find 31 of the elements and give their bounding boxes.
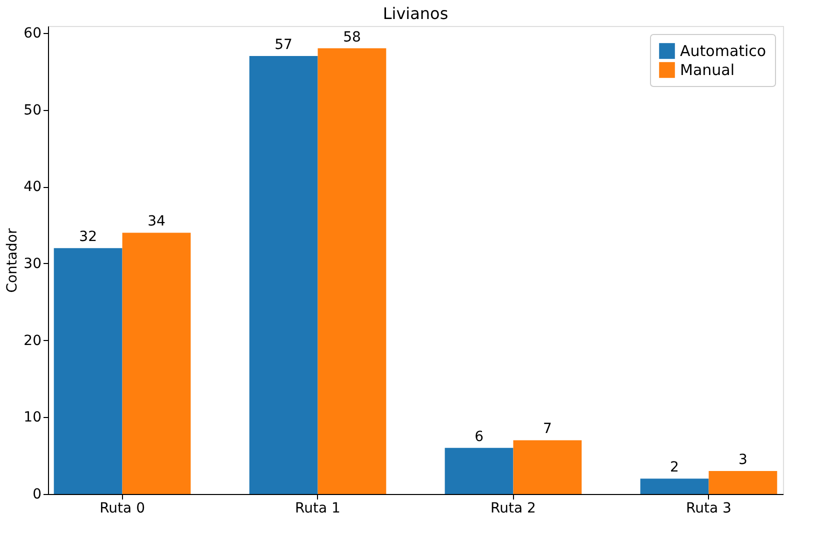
bar bbox=[249, 56, 318, 494]
data-label: 6 bbox=[474, 428, 484, 445]
x-tick-label: Ruta 3 bbox=[686, 500, 732, 516]
data-label: 7 bbox=[542, 421, 552, 438]
y-tick-label: 20 bbox=[24, 332, 42, 349]
bar bbox=[122, 232, 191, 494]
x-tick-label: Ruta 0 bbox=[100, 500, 145, 516]
data-label: 34 bbox=[148, 214, 166, 230]
y-tick-label: 30 bbox=[24, 256, 42, 272]
bar bbox=[708, 470, 778, 494]
bar bbox=[640, 478, 709, 494]
y-tick-label: 40 bbox=[24, 179, 42, 196]
x-tick-label: Ruta 2 bbox=[490, 500, 536, 516]
y-tick-label: 60 bbox=[24, 25, 42, 42]
legend-label: Manual bbox=[680, 61, 735, 79]
bar bbox=[54, 248, 122, 494]
chart-title: Livianos bbox=[382, 4, 448, 23]
y-axis-title: Contador bbox=[4, 228, 21, 293]
bar bbox=[513, 440, 582, 494]
data-label: 32 bbox=[79, 229, 97, 246]
y-tick-label: 50 bbox=[24, 102, 42, 118]
y-tick-label: 0 bbox=[32, 486, 42, 502]
data-label: 57 bbox=[274, 36, 292, 53]
y-tick-label: 10 bbox=[24, 410, 42, 426]
data-label: 3 bbox=[738, 452, 748, 468]
legend-label: Automatico bbox=[680, 42, 766, 60]
bar bbox=[444, 448, 514, 494]
x-tick-label: Ruta 1 bbox=[295, 500, 340, 516]
bar bbox=[318, 48, 386, 494]
data-label: 2 bbox=[670, 460, 679, 476]
data-label: 58 bbox=[343, 29, 361, 46]
